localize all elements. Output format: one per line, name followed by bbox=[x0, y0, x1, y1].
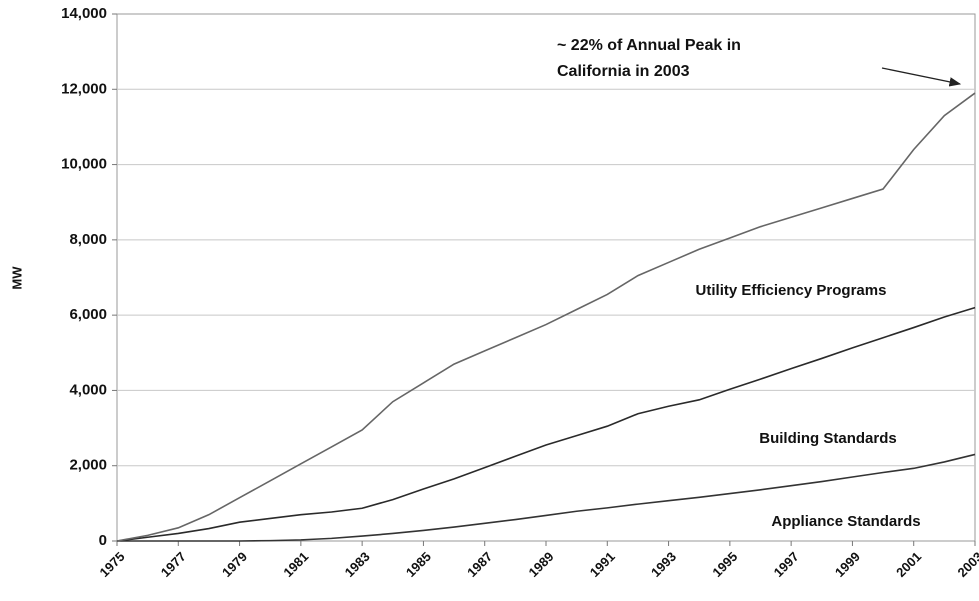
x-tick-label: 1997 bbox=[771, 549, 802, 580]
y-tick-label: 0 bbox=[99, 532, 107, 549]
y-tick-label: 8,000 bbox=[69, 231, 107, 248]
x-tick-label: 1987 bbox=[464, 549, 495, 580]
x-tick-label: 1993 bbox=[648, 549, 679, 580]
y-tick-label: 10,000 bbox=[61, 156, 107, 173]
annotation: ~ 22% of Annual Peak in bbox=[557, 37, 741, 54]
y-tick-label: 12,000 bbox=[61, 80, 107, 97]
y-axis-label: MW bbox=[9, 266, 24, 290]
x-tick-label: 1985 bbox=[403, 549, 434, 580]
annotation: California in 2003 bbox=[557, 63, 690, 80]
series-label: Utility Efficiency Programs bbox=[696, 282, 887, 299]
series-label: Building Standards bbox=[759, 430, 897, 447]
y-tick-label: 4,000 bbox=[69, 381, 107, 398]
x-tick-label: 1995 bbox=[709, 549, 740, 580]
y-tick-label: 6,000 bbox=[69, 306, 107, 323]
plot-frame bbox=[116, 13, 976, 542]
annotation-arrow bbox=[881, 67, 962, 87]
series-label: Appliance Standards bbox=[771, 513, 920, 530]
x-tick-label: 1977 bbox=[158, 549, 189, 580]
x-tick-label: 2001 bbox=[893, 549, 924, 580]
series-line bbox=[116, 92, 976, 542]
x-tick-label: 1989 bbox=[525, 549, 556, 580]
y-tick-label: 14,000 bbox=[61, 5, 107, 22]
x-tick-label: 1983 bbox=[342, 549, 373, 580]
x-tick-label: 1975 bbox=[96, 549, 127, 580]
x-tick-label: 1981 bbox=[280, 549, 311, 580]
series-line bbox=[117, 453, 976, 542]
y-tick-label: 2,000 bbox=[69, 457, 107, 474]
x-tick-label: 1991 bbox=[587, 549, 618, 580]
x-tick-label: 1979 bbox=[219, 549, 250, 580]
x-tick-label: 2003 bbox=[954, 549, 979, 580]
series-line bbox=[116, 306, 976, 542]
x-tick-label: 1999 bbox=[832, 549, 863, 580]
